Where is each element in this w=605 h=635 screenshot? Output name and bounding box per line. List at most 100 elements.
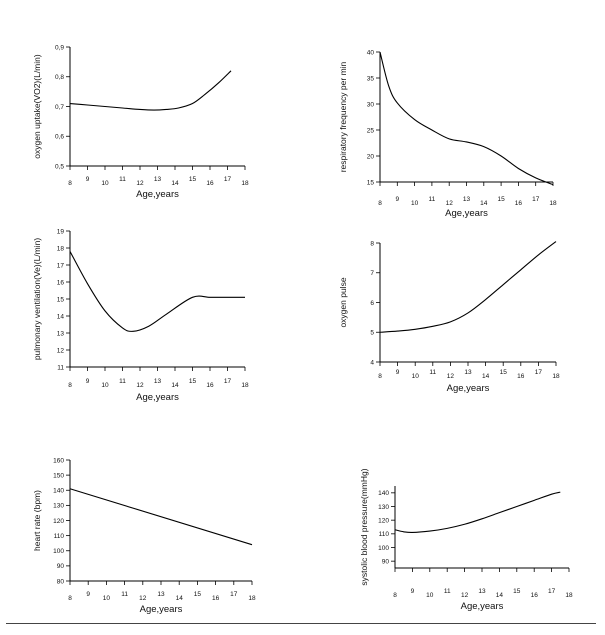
y-tick-label: 14 <box>57 313 65 320</box>
y-tick-label: 40 <box>367 49 375 56</box>
y-tick-label: 8 <box>370 240 374 247</box>
x-tick-label: 12 <box>136 382 144 389</box>
chart-ve: 11 12 13 14 15 16 17 18 19 8 9 10 11 12 13 14 15 16 17 18 Ag… <box>32 228 249 403</box>
x-tick-label: 15 <box>189 378 197 385</box>
x-tick-label: 18 <box>241 382 249 389</box>
x-tick-label: 11 <box>429 196 436 203</box>
x-tick-label: 9 <box>86 591 90 598</box>
y-tick-label: 0,7 <box>55 104 64 111</box>
x-tick-label: 12 <box>136 180 144 187</box>
x-tick-label: 14 <box>496 592 504 599</box>
x-tick-label: 18 <box>549 200 557 207</box>
x-axis-label: Age,years <box>136 392 179 403</box>
chart-vo2: 0,5 0,6 0,7 0,8 0,9 8 9 10 11 12 13 14 15 16 17 18 Age,y… <box>32 44 249 200</box>
x-tick-label: 9 <box>411 588 415 595</box>
y-tick-label: 19 <box>57 228 65 235</box>
x-tick-label: 17 <box>224 378 232 385</box>
y-axis-label: heart rate (bpm) <box>32 490 42 551</box>
x-tick-label: 18 <box>565 592 573 599</box>
y-tick-label: 150 <box>53 472 64 479</box>
y-tick-label: 30 <box>367 101 375 108</box>
series-line <box>379 241 557 333</box>
y-tick-label: 100 <box>378 545 389 552</box>
y-tick-label: 100 <box>53 548 64 555</box>
y-tick-label: 20 <box>367 153 375 160</box>
x-tick-label: 13 <box>463 196 471 203</box>
x-tick-label: 8 <box>68 595 72 602</box>
y-tick-label: 140 <box>378 490 389 497</box>
chart-sbp: 90 100 110 120 130 140 8 9 10 11 12 13 14 15 16 17 18 Age… <box>359 468 573 612</box>
y-tick-label: 17 <box>57 262 65 269</box>
x-tick-label: 10 <box>101 180 109 187</box>
y-tick-label: 0,8 <box>55 74 64 81</box>
y-tick-label: 110 <box>54 533 65 540</box>
y-tick-label: 4 <box>370 359 374 366</box>
x-tick-label: 11 <box>444 588 451 595</box>
x-tick-label: 17 <box>532 196 540 203</box>
x-tick-label: 16 <box>517 373 525 380</box>
y-tick-label: 0,9 <box>55 44 64 51</box>
y-tick-label: 140 <box>53 488 64 495</box>
x-tick-label: 10 <box>103 595 111 602</box>
x-tick-label: 12 <box>447 373 455 380</box>
x-tick-label: 8 <box>378 373 382 380</box>
x-tick-label: 9 <box>86 378 90 385</box>
x-tick-label: 8 <box>68 382 72 389</box>
x-tick-label: 13 <box>154 176 162 183</box>
y-tick-label: 12 <box>57 347 65 354</box>
x-tick-label: 14 <box>482 373 490 380</box>
x-tick-label: 11 <box>119 378 126 385</box>
x-tick-label: 16 <box>212 595 220 602</box>
x-tick-label: 13 <box>464 369 472 376</box>
x-tick-label: 9 <box>396 369 400 376</box>
chart-op: 4 5 6 7 8 8 9 10 11 12 13 14 15 16 17 18 Age,years oxygen… <box>338 240 560 394</box>
x-tick-label: 16 <box>206 180 214 187</box>
x-tick-label: 17 <box>548 588 556 595</box>
x-tick-label: 15 <box>497 196 505 203</box>
y-tick-label: 0,5 <box>55 163 64 170</box>
x-axis-label: Age,years <box>461 601 504 612</box>
x-axis-label: Age,years <box>447 383 490 394</box>
y-tick-label: 25 <box>367 127 375 134</box>
x-tick-label: 10 <box>412 373 420 380</box>
x-tick-label: 17 <box>535 369 543 376</box>
x-tick-label: 18 <box>552 373 560 380</box>
y-tick-label: 15 <box>367 179 375 186</box>
y-tick-label: 120 <box>378 517 389 524</box>
y-tick-label: 35 <box>367 75 375 82</box>
x-tick-label: 16 <box>531 592 539 599</box>
y-tick-label: 90 <box>382 558 390 565</box>
y-axis-label: systolic blood pressure(mmHg) <box>359 468 369 585</box>
series-line <box>69 70 232 111</box>
y-tick-label: 13 <box>57 330 65 337</box>
x-tick-label: 12 <box>139 595 147 602</box>
x-tick-label: 9 <box>86 176 90 183</box>
y-tick-label: 90 <box>57 563 65 570</box>
x-axis-label: Age,years <box>445 208 488 219</box>
y-tick-label: 120 <box>53 518 64 525</box>
y-tick-label: 7 <box>370 270 374 277</box>
y-tick-label: 5 <box>370 330 374 337</box>
x-tick-label: 15 <box>194 591 202 598</box>
x-tick-label: 15 <box>500 369 508 376</box>
chart-rf: 15 20 25 30 35 40 8 9 10 11 12 13 14 15 16 17 18 Age,year… <box>338 49 557 219</box>
y-tick-label: 160 <box>53 457 64 464</box>
x-tick-label: 14 <box>176 595 184 602</box>
x-tick-label: 18 <box>248 595 256 602</box>
y-tick-label: 18 <box>57 245 65 252</box>
y-axis-label: oxygen pulse <box>338 277 348 327</box>
series-line <box>69 488 253 546</box>
y-tick-label: 110 <box>379 531 390 538</box>
x-tick-label: 11 <box>119 176 126 183</box>
x-tick-label: 10 <box>426 592 434 599</box>
y-tick-label: 15 <box>57 296 65 303</box>
x-tick-label: 9 <box>395 196 399 203</box>
x-tick-label: 15 <box>189 176 197 183</box>
x-tick-label: 10 <box>101 382 109 389</box>
x-axis-label: Age,years <box>136 189 179 200</box>
x-tick-label: 10 <box>411 200 419 207</box>
series-line <box>379 51 554 186</box>
x-tick-label: 15 <box>513 588 521 595</box>
x-tick-label: 18 <box>241 180 249 187</box>
